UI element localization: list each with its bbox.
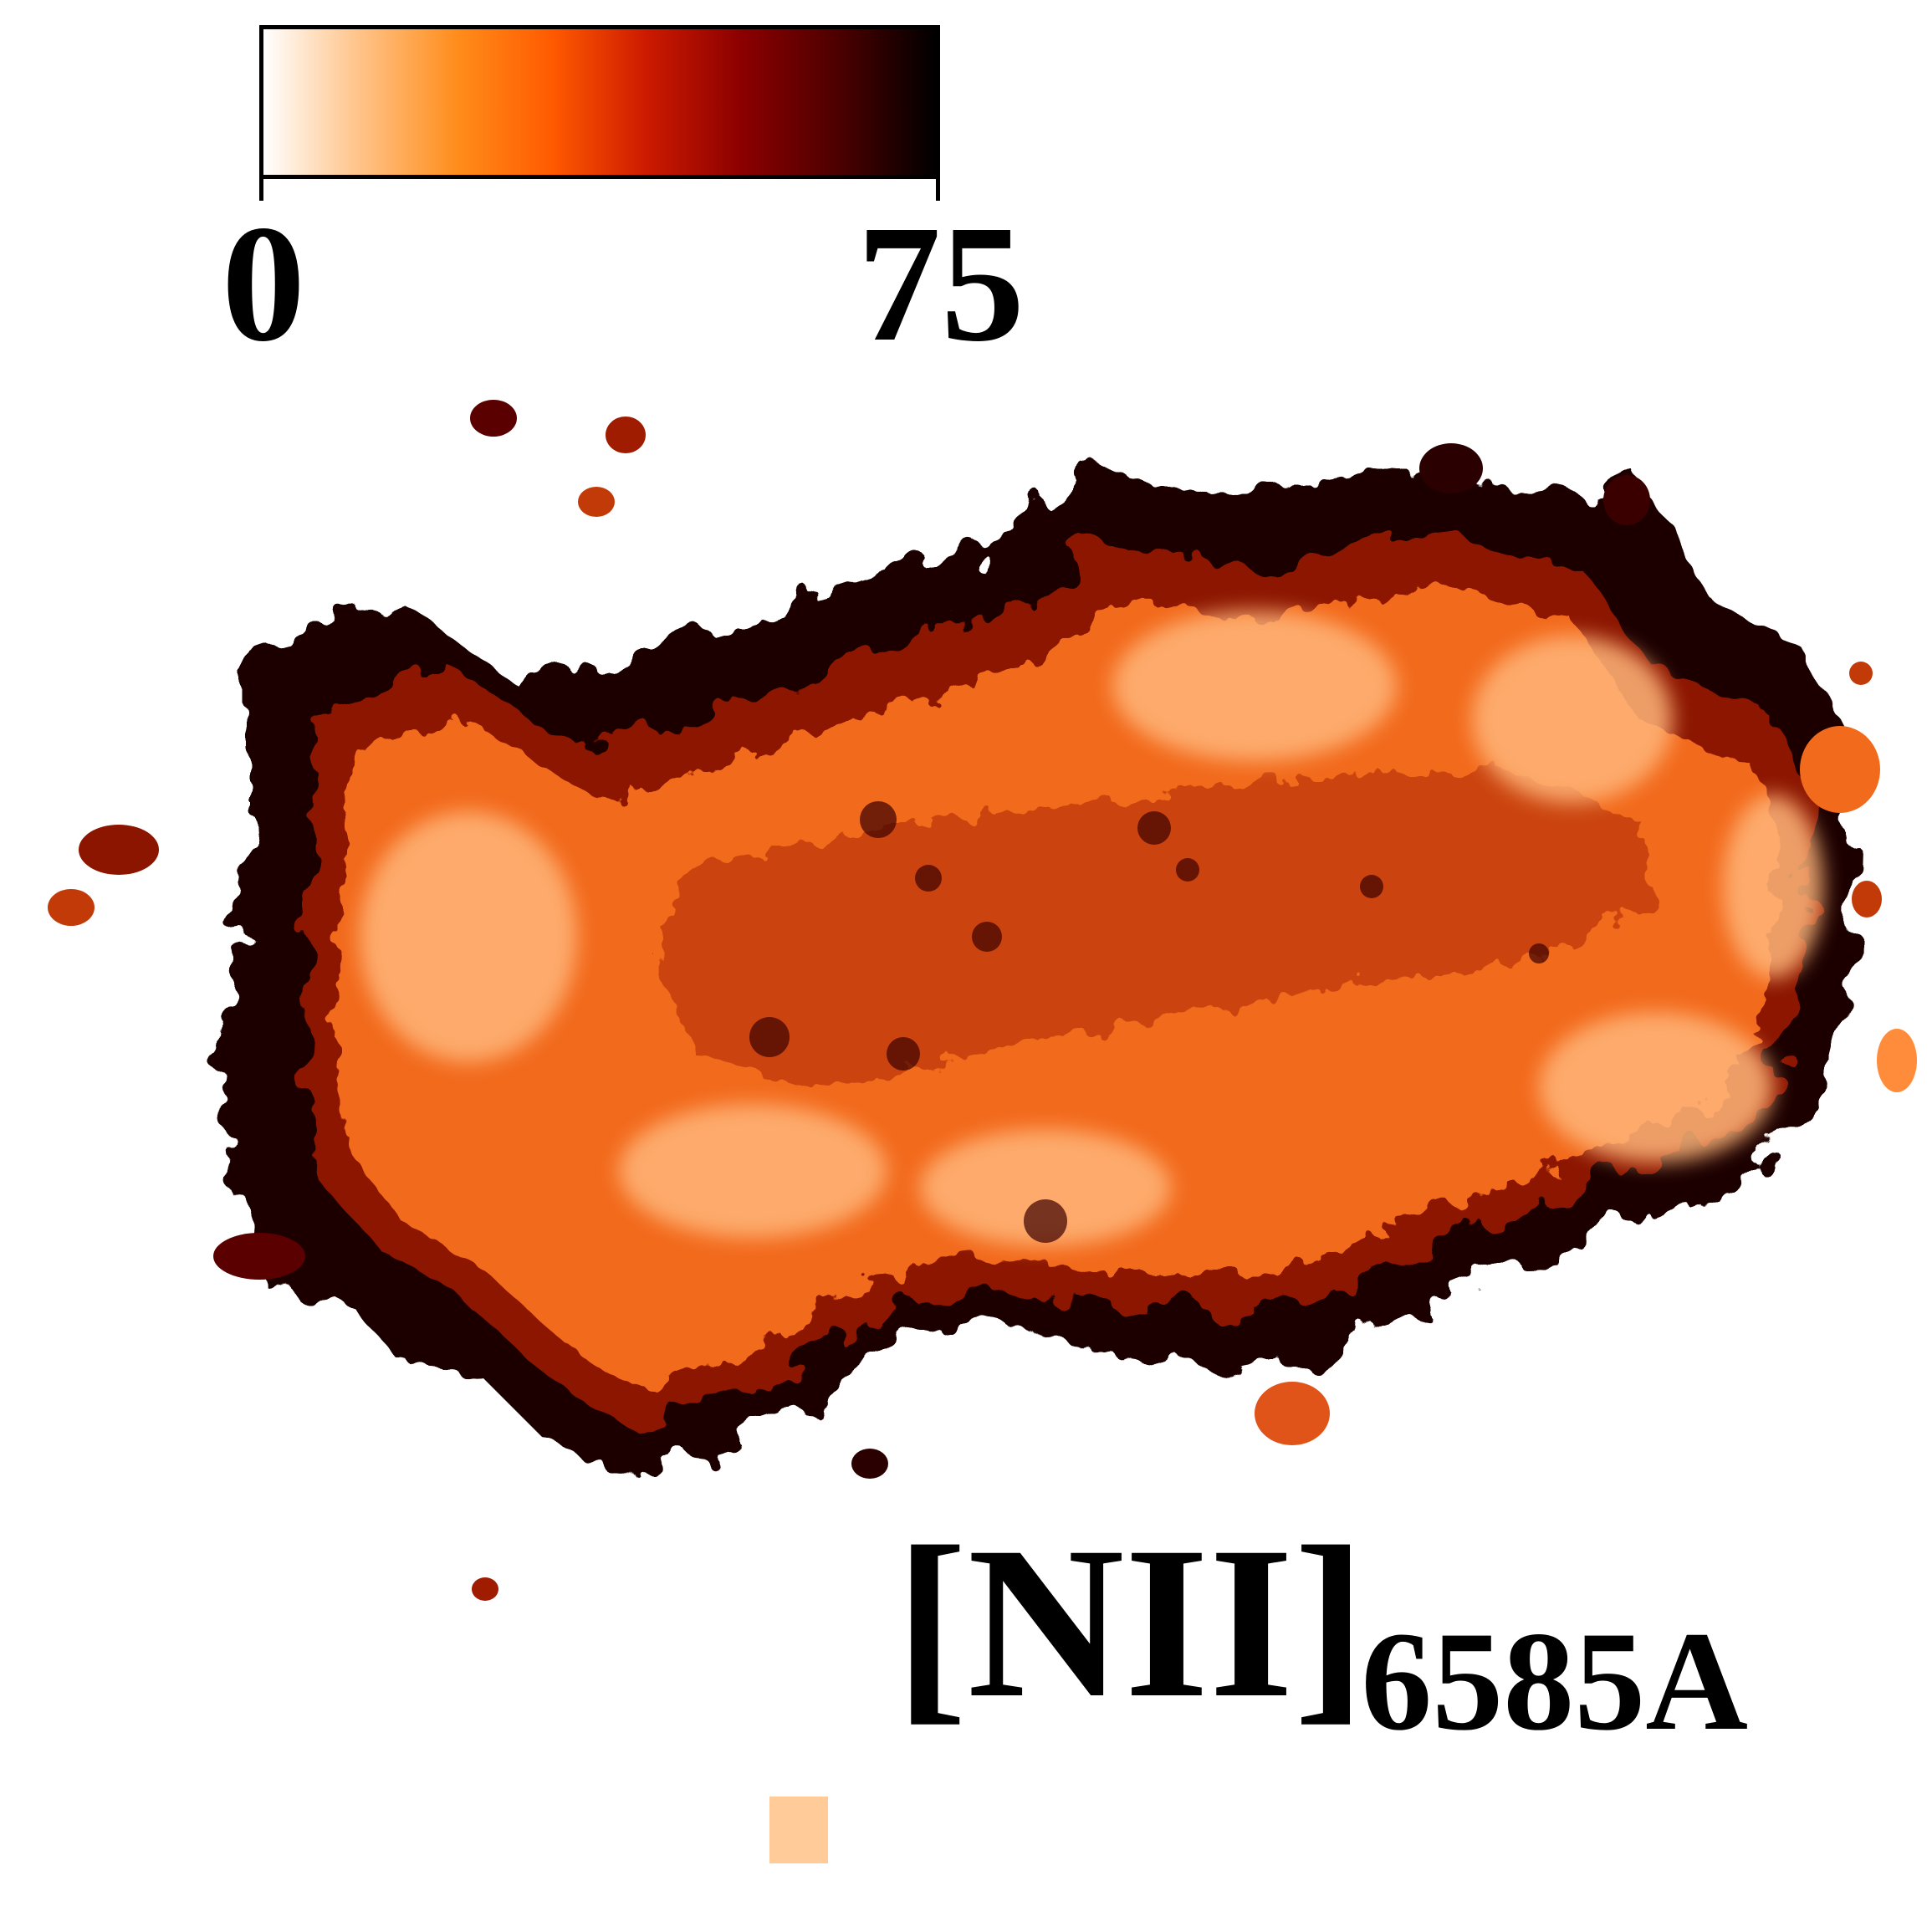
emission-light-patches [360,611,1823,1246]
colorbar-tick-min [259,176,263,201]
emission-core [652,769,1656,1087]
colorbar-max-label: 75 [857,192,1025,376]
emission-line-label: [NII]6585A [895,1514,1748,1752]
line-wavelength: 6585A [1361,1602,1749,1760]
colorbar-tick-max [936,176,940,201]
colorbar-min-label: 0 [222,192,305,376]
emission-specks [749,801,1549,1243]
colorbar [259,25,940,179]
outlying-clumps [48,400,1917,1863]
line-name: [NII] [895,1502,1367,1743]
